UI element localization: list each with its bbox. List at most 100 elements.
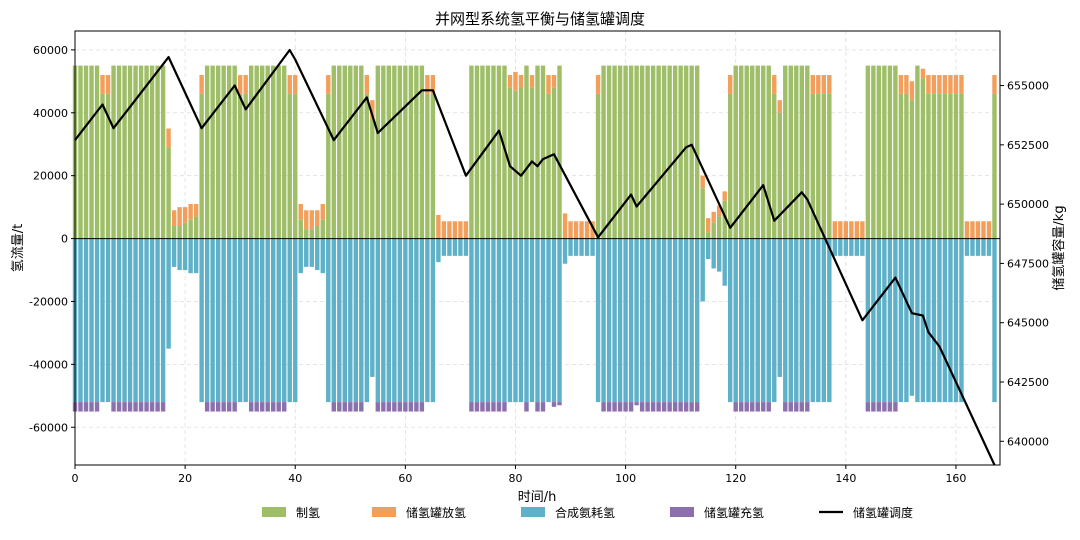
bar-合成氨耗氢 bbox=[838, 238, 843, 256]
bar-储氢罐放氢 bbox=[849, 221, 854, 239]
bar-合成氨耗氢 bbox=[546, 238, 551, 403]
bar-储氢罐充氢 bbox=[535, 402, 540, 412]
bar-合成氨耗氢 bbox=[430, 238, 436, 403]
bar-制氢 bbox=[254, 65, 259, 239]
bar-合成氨耗氢 bbox=[138, 238, 144, 403]
bar-制氢 bbox=[805, 65, 810, 239]
bar-合成氨耗氢 bbox=[474, 238, 480, 403]
bar-合成氨耗氢 bbox=[540, 238, 546, 403]
bar-合成氨耗氢 bbox=[452, 238, 458, 256]
bar-储氢罐充氢 bbox=[739, 402, 744, 412]
bar-储氢罐放氢 bbox=[722, 191, 727, 201]
bar-储氢罐充氢 bbox=[397, 402, 403, 412]
bar-储氢罐充氢 bbox=[419, 402, 425, 412]
bar-储氢罐放氢 bbox=[298, 203, 303, 220]
bar-合成氨耗氢 bbox=[425, 238, 430, 403]
bar-制氢 bbox=[392, 65, 397, 239]
bar-制氢 bbox=[612, 65, 617, 239]
bar-储氢罐放氢 bbox=[171, 210, 177, 226]
bar-合成氨耗氢 bbox=[772, 238, 777, 403]
bar-储氢罐充氢 bbox=[271, 402, 276, 412]
bar-储氢罐放氢 bbox=[904, 75, 909, 94]
bar-储氢罐充氢 bbox=[650, 402, 656, 412]
bar-合成氨耗氢 bbox=[171, 238, 177, 267]
bar-储氢罐放氢 bbox=[452, 221, 458, 239]
bar-储氢罐放氢 bbox=[562, 213, 568, 239]
series-line-储氢罐调度 bbox=[74, 48, 996, 466]
y-tick-label: -40000 bbox=[29, 358, 68, 371]
bar-合成氨耗氢 bbox=[287, 238, 292, 403]
bar-合成氨耗氢 bbox=[375, 238, 381, 403]
bar-合成氨耗氢 bbox=[777, 238, 782, 377]
bar-制氢 bbox=[425, 93, 430, 239]
bar-储氢罐放氢 bbox=[304, 210, 309, 230]
bar-储氢罐充氢 bbox=[733, 402, 738, 412]
bar-制氢 bbox=[595, 93, 601, 239]
bar-合成氨耗氢 bbox=[672, 238, 678, 403]
bar-制氢 bbox=[882, 65, 887, 239]
bar-制氢 bbox=[348, 65, 353, 239]
bar-制氢 bbox=[761, 65, 766, 239]
bar-合成氨耗氢 bbox=[309, 238, 314, 267]
bar-合成氨耗氢 bbox=[915, 238, 920, 403]
bar-储氢罐放氢 bbox=[458, 221, 463, 239]
bar-储氢罐放氢 bbox=[716, 205, 722, 217]
bar-合成氨耗氢 bbox=[144, 238, 149, 403]
x-tick-label: 60 bbox=[398, 472, 412, 485]
y2-tick-label: 647500 bbox=[1007, 257, 1049, 270]
bar-合成氨耗氢 bbox=[568, 238, 573, 256]
bar-合成氨耗氢 bbox=[953, 238, 959, 403]
bar-制氢 bbox=[326, 93, 331, 239]
bar-制氢 bbox=[816, 93, 821, 239]
bar-储氢罐充氢 bbox=[496, 402, 502, 412]
bar-合成氨耗氢 bbox=[403, 238, 408, 403]
bar-合成氨耗氢 bbox=[386, 238, 392, 403]
bar-合成氨耗氢 bbox=[750, 238, 755, 403]
bar-合成氨耗氢 bbox=[116, 238, 122, 403]
bar-制氢 bbox=[887, 65, 893, 239]
bar-储氢罐充氢 bbox=[678, 402, 683, 412]
bar-储氢罐充氢 bbox=[794, 402, 799, 412]
bar-制氢 bbox=[100, 93, 105, 239]
bar-储氢罐充氢 bbox=[502, 402, 507, 412]
bar-合成氨耗氢 bbox=[744, 238, 749, 403]
bar-合成氨耗氢 bbox=[711, 238, 716, 269]
x-tick-label: 40 bbox=[288, 472, 302, 485]
bar-合成氨耗氢 bbox=[348, 238, 353, 403]
bar-合成氨耗氢 bbox=[507, 238, 513, 403]
x-tick-label: 140 bbox=[835, 472, 856, 485]
bar-储氢罐充氢 bbox=[133, 402, 138, 412]
bar-合成氨耗氢 bbox=[78, 238, 83, 403]
bar-储氢罐充氢 bbox=[210, 402, 215, 412]
bar-储氢罐充氢 bbox=[876, 402, 882, 412]
bar-储氢罐放氢 bbox=[513, 71, 518, 91]
bar-储氢罐放氢 bbox=[447, 221, 452, 239]
bar-储氢罐放氢 bbox=[816, 75, 821, 94]
bar-制氢 bbox=[94, 65, 100, 239]
bar-储氢罐放氢 bbox=[920, 68, 926, 79]
bar-合成氨耗氢 bbox=[639, 238, 645, 403]
bar-储氢罐放氢 bbox=[777, 100, 782, 113]
bar-制氢 bbox=[271, 65, 276, 239]
bar-合成氨耗氢 bbox=[986, 238, 992, 256]
bar-储氢罐放氢 bbox=[320, 203, 325, 220]
legend-swatch bbox=[262, 507, 286, 517]
bar-合成氨耗氢 bbox=[865, 238, 871, 403]
bar-储氢罐放氢 bbox=[860, 221, 865, 239]
bar-储氢罐充氢 bbox=[348, 402, 353, 412]
bar-合成氨耗氢 bbox=[584, 238, 590, 256]
bar-合成氨耗氢 bbox=[628, 238, 634, 403]
bar-制氢 bbox=[783, 65, 788, 239]
bar-储氢罐充氢 bbox=[392, 402, 397, 412]
bar-合成氨耗氢 bbox=[551, 238, 557, 403]
bar-合成氨耗氢 bbox=[860, 238, 865, 256]
bar-合成氨耗氢 bbox=[959, 238, 964, 403]
bar-制氢 bbox=[617, 65, 623, 239]
bar-制氢 bbox=[931, 93, 937, 239]
bar-储氢罐充氢 bbox=[606, 402, 612, 412]
bar-合成氨耗氢 bbox=[221, 238, 226, 403]
bar-储氢罐放氢 bbox=[309, 210, 314, 230]
bar-合成氨耗氢 bbox=[364, 238, 370, 403]
x-tick-label: 100 bbox=[615, 472, 636, 485]
